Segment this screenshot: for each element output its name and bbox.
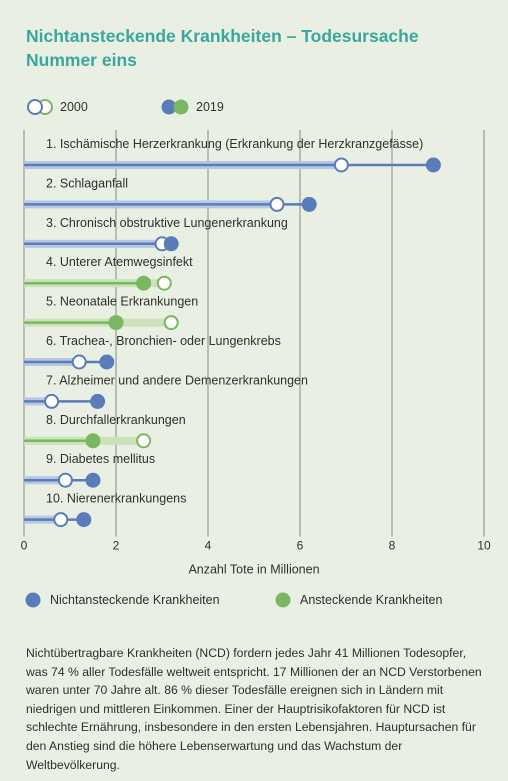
- x-tick-label: 8: [389, 539, 396, 553]
- category-label: 4. Unterer Atemwegsinfekt: [46, 255, 193, 269]
- marker-2019: [99, 354, 115, 370]
- marker-2019: [163, 236, 179, 252]
- marker-2000: [333, 157, 349, 173]
- change-bar: [143, 279, 165, 288]
- marker-2000: [269, 196, 285, 212]
- category-label: 9. Diabetes mellitus: [46, 452, 155, 466]
- legend-ncd-label: Nichtansteckende Krankheiten: [50, 593, 220, 607]
- x-axis-label: Anzahl Tote in Millionen: [188, 563, 319, 575]
- x-tick-label: 4: [205, 539, 212, 553]
- marker-2019: [301, 196, 317, 212]
- chart-title: Nichtansteckende Krankheiten – Todesursa…: [26, 26, 419, 70]
- x-tick-label: 0: [21, 539, 28, 553]
- legend-infectious-label: Ansteckende Krankheiten: [300, 593, 443, 607]
- category-label: 5. Neonatale Erkrankungen: [46, 295, 198, 309]
- legend-2000: 2000: [26, 96, 88, 118]
- marker-2019: [108, 315, 124, 331]
- x-tick-label: 2: [113, 539, 120, 553]
- change-bar: [93, 436, 144, 445]
- ncd-dot-icon: [25, 592, 41, 608]
- dumbbell-chart: 0 2 4 6 8 10 Anzahl Tote in Millionen 1. Ischäm…: [21, 130, 491, 575]
- category-label: 6. Trachea-, Bronchien- oder Lungenkrebs: [46, 334, 281, 348]
- category-label: 3. Chronisch obstruktive Lungenerkrankun…: [46, 216, 288, 230]
- marker-2000: [163, 315, 179, 331]
- marker-2000: [57, 472, 73, 488]
- marker-2000: [136, 433, 152, 449]
- filled-circles-icon: [161, 99, 189, 115]
- category-label: 2. Schlaganfall: [46, 176, 128, 190]
- marker-2019: [85, 472, 101, 488]
- infectious-dot-icon: [275, 592, 291, 608]
- x-tick-label: 10: [477, 539, 491, 553]
- category-label: 10. Nierenerkrankungens: [46, 492, 186, 506]
- marker-2019: [425, 157, 441, 173]
- x-tick-label: 6: [297, 539, 304, 553]
- marker-2000: [44, 393, 60, 409]
- legend-2019-label: 2019: [196, 100, 224, 114]
- marker-2019: [85, 433, 101, 449]
- marker-2019: [76, 512, 92, 528]
- legend-2019: 2019: [160, 96, 224, 118]
- marker-2000: [53, 512, 69, 528]
- legend-ncd: Nichtansteckende Krankheiten: [24, 591, 220, 609]
- marker-2019: [90, 393, 106, 409]
- category-label: 8. Durchfallerkrankungen: [46, 413, 186, 427]
- legend-2000-label: 2000: [60, 100, 88, 114]
- marker-2019: [136, 275, 152, 291]
- marker-2000: [156, 275, 172, 291]
- body-text: Nichtübertragbare Krankheiten (NCD) ford…: [26, 646, 482, 772]
- hollow-circles-icon: [27, 99, 53, 115]
- marker-2000: [71, 354, 87, 370]
- category-label: 1. Ischämische Herzerkrankung (Erkrankun…: [46, 137, 423, 151]
- legend-infectious: Ansteckende Krankheiten: [274, 591, 442, 609]
- category-label: 7. Alzheimer und andere Demenzerkrankung…: [46, 373, 308, 387]
- change-bar: [116, 318, 172, 327]
